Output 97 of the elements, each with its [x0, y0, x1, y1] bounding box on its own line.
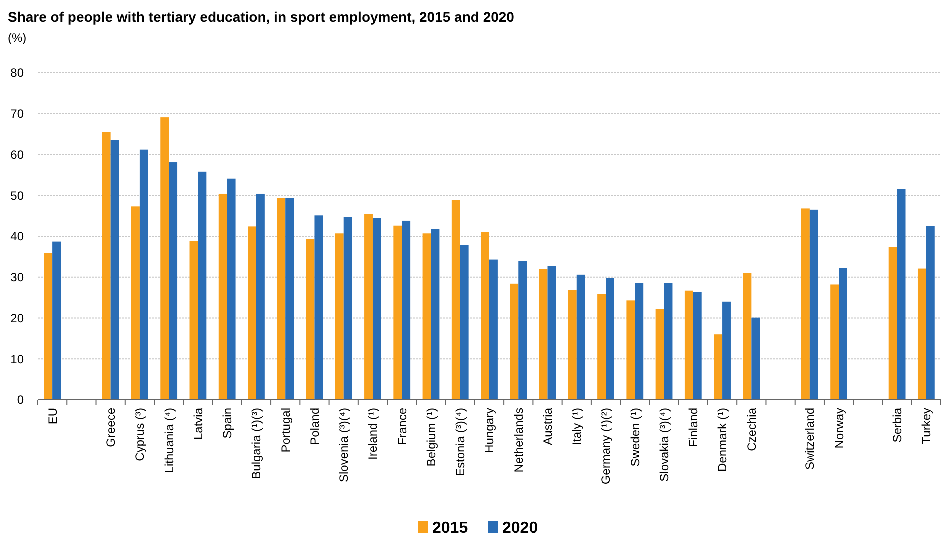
x-tick-label: Cyprus (³)	[133, 408, 148, 462]
bar	[248, 226, 256, 400]
bar	[510, 284, 519, 400]
y-tick-label: 0	[17, 393, 24, 408]
x-tick-label: Switzerland	[803, 408, 818, 470]
bar	[548, 266, 556, 400]
bar	[598, 294, 606, 400]
x-tick-label: Estonia (³)(⁴)	[454, 408, 468, 476]
bar	[490, 260, 498, 400]
bar	[810, 210, 818, 400]
bar	[460, 245, 469, 400]
bar	[198, 172, 207, 400]
bar	[714, 334, 723, 400]
chart-title: Share of people with tertiary education, in sport employment, 2015 and 2020	[8, 9, 515, 25]
x-tick-label: Belgium (¹)	[424, 408, 438, 467]
bar	[160, 118, 170, 400]
bar	[722, 302, 731, 400]
bar	[110, 140, 120, 400]
bar	[394, 226, 402, 400]
y-tick-label: 40	[10, 230, 24, 244]
bar	[218, 194, 228, 400]
bar	[52, 242, 62, 400]
bar	[452, 200, 460, 400]
x-tick-label: Hungary	[482, 408, 497, 454]
bar	[635, 283, 644, 400]
bar	[897, 189, 906, 400]
bar	[626, 300, 636, 400]
y-tick-label: 80	[10, 66, 24, 80]
legend-label: 2015	[432, 520, 468, 537]
bar	[314, 216, 324, 400]
bar	[888, 247, 898, 400]
x-tick-label: Netherlands	[512, 408, 526, 473]
bar	[227, 178, 236, 400]
x-tick-label: Greece	[104, 408, 118, 448]
bar	[277, 198, 286, 400]
x-tick-label: EU	[46, 408, 60, 425]
x-tick-label: Slovenia (³)(⁴)	[337, 408, 352, 483]
y-tick-label: 70	[10, 107, 24, 122]
x-tick-label: Lithuania (⁴)	[162, 408, 176, 474]
y-tick-label: 50	[10, 188, 24, 203]
bar	[830, 284, 840, 400]
bar	[606, 278, 614, 400]
bar	[132, 206, 140, 400]
bar	[568, 290, 577, 400]
legend-label: 2020	[502, 520, 538, 537]
bar	[656, 309, 664, 400]
bar	[839, 268, 848, 400]
x-tick-label: Norway	[832, 408, 846, 449]
bar	[481, 232, 490, 400]
x-tick-label: Spain	[220, 408, 235, 439]
bar	[518, 261, 528, 400]
y-tick-label: 10	[10, 352, 24, 366]
bar	[335, 234, 344, 400]
x-tick-label: Sweden (¹)	[628, 408, 642, 467]
y-tick-label: 60	[10, 148, 24, 162]
bar	[306, 239, 315, 400]
x-tick-label: Slovakia (³)(⁴)	[657, 408, 672, 482]
x-tick-label: France	[395, 408, 410, 446]
bar	[256, 194, 265, 400]
bar	[693, 292, 702, 400]
bar	[422, 234, 432, 400]
bar	[364, 214, 373, 400]
x-tick-label: Czechia	[744, 408, 759, 452]
x-tick-label: Finland	[686, 408, 701, 448]
bar	[286, 198, 294, 400]
x-tick-label: Turkey	[920, 408, 934, 444]
x-tick-label: Italy (¹)	[570, 408, 584, 446]
bar	[431, 229, 440, 400]
bar	[140, 150, 148, 400]
bar	[684, 290, 694, 400]
x-tick-label: Poland	[308, 408, 322, 446]
bar	[44, 253, 53, 400]
bar	[743, 273, 752, 400]
bar	[539, 269, 548, 400]
y-tick-label: 30	[10, 270, 24, 285]
bar	[926, 226, 935, 400]
bar	[664, 283, 673, 400]
x-tick-label: Germany (¹)(²)	[599, 408, 614, 485]
x-tick-label: Austria	[540, 408, 555, 446]
bar	[372, 218, 382, 400]
x-tick-label: Portugal	[278, 408, 293, 453]
x-tick-label: Bulgaria (¹)(³)	[250, 408, 264, 480]
bar	[576, 274, 586, 400]
bar	[752, 318, 760, 400]
bar	[344, 217, 352, 400]
bar	[169, 162, 178, 400]
x-tick-label: Serbia	[890, 408, 905, 443]
x-tick-label: Latvia	[191, 408, 206, 440]
y-tick-label: 20	[10, 311, 24, 326]
bar	[801, 208, 810, 400]
bar	[402, 220, 411, 400]
bar	[918, 268, 926, 400]
x-tick-label: Ireland (¹)	[366, 408, 380, 460]
x-tick-label: Denmark (¹)	[716, 408, 730, 472]
bar	[190, 240, 198, 400]
y-axis-title: (%)	[8, 31, 27, 45]
bar	[102, 132, 111, 400]
